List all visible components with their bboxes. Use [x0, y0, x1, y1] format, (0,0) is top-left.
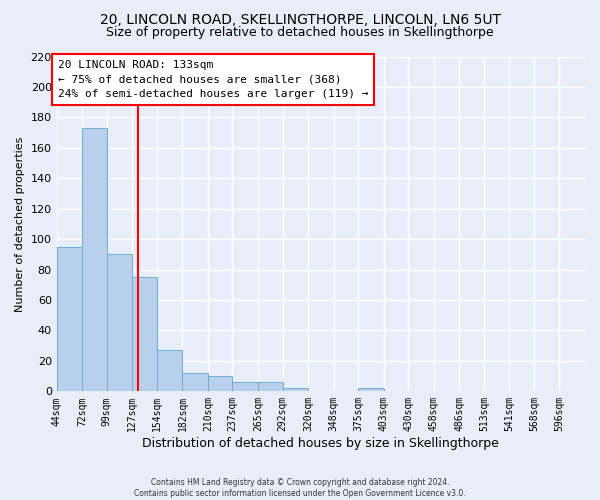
Y-axis label: Number of detached properties: Number of detached properties — [15, 136, 25, 312]
Text: Contains HM Land Registry data © Crown copyright and database right 2024.
Contai: Contains HM Land Registry data © Crown c… — [134, 478, 466, 498]
Bar — [258, 382, 283, 392]
Bar — [82, 128, 107, 392]
X-axis label: Distribution of detached houses by size in Skellingthorpe: Distribution of detached houses by size … — [142, 437, 499, 450]
Bar — [358, 388, 383, 392]
Bar — [56, 246, 82, 392]
Bar — [157, 350, 182, 392]
Bar — [283, 388, 308, 392]
Text: 20 LINCOLN ROAD: 133sqm
← 75% of detached houses are smaller (368)
24% of semi-d: 20 LINCOLN ROAD: 133sqm ← 75% of detache… — [58, 60, 368, 99]
Bar — [182, 373, 208, 392]
Text: 20, LINCOLN ROAD, SKELLINGTHORPE, LINCOLN, LN6 5UT: 20, LINCOLN ROAD, SKELLINGTHORPE, LINCOL… — [100, 12, 500, 26]
Bar — [132, 277, 157, 392]
Text: Size of property relative to detached houses in Skellingthorpe: Size of property relative to detached ho… — [106, 26, 494, 39]
Bar — [232, 382, 258, 392]
Bar — [208, 376, 232, 392]
Bar — [107, 254, 132, 392]
